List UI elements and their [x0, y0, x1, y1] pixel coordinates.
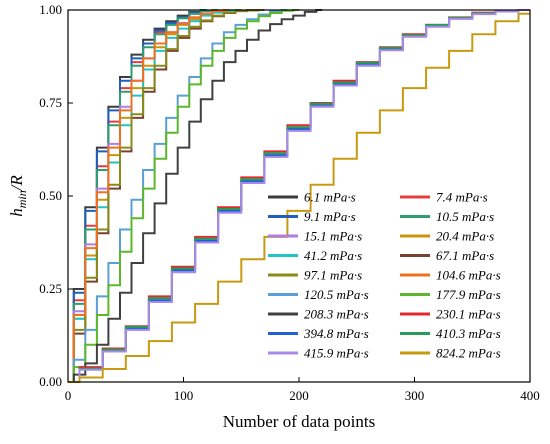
- series-line-11: [68, 9, 299, 383]
- y-tick-label-1: 0.25: [39, 281, 62, 296]
- series-line-10: [68, 9, 288, 383]
- series-line-8: [68, 9, 265, 383]
- legend-label-16: 415.9 mPa·s: [304, 346, 369, 361]
- legend-label-3: 10.5 mPa·s: [436, 209, 494, 224]
- x-tick-label-3: 300: [405, 388, 425, 403]
- x-tick-label-1: 100: [174, 388, 194, 403]
- legend-label-0: 6.1 mPa·s: [304, 190, 356, 205]
- x-axis-label: Number of data points: [223, 412, 376, 431]
- legend-label-11: 177.9 mPa·s: [436, 287, 501, 302]
- y-tick-label-4: 1.00: [39, 2, 62, 17]
- legend-label-14: 394.8 mPa·s: [303, 326, 369, 341]
- legend-label-15: 410.3 mPa·s: [436, 326, 501, 341]
- series-line-16: [68, 9, 530, 383]
- legend-label-10: 120.5 mPa·s: [304, 287, 369, 302]
- x-tick-label-2: 200: [289, 388, 309, 403]
- y-tick-label-0: 0.00: [39, 374, 62, 389]
- legend-label-5: 20.4 mPa·s: [436, 229, 494, 244]
- series-line-12: [68, 9, 323, 383]
- legend-label-13: 230.1 mPa·s: [436, 307, 501, 322]
- y-tick-label-2: 0.50: [39, 188, 62, 203]
- legend-label-17: 824.2 mPa·s: [436, 346, 501, 361]
- series-line-9: [68, 9, 230, 383]
- legend-label-12: 208.3 mPa·s: [304, 307, 369, 322]
- y-axis-label-main: h: [7, 208, 26, 217]
- ticks-layer: 0 100 200 300 400 0.00 0.25 0.50 0.75 1.00: [39, 2, 540, 403]
- legend-label-2: 9.1 mPa·s: [304, 209, 356, 224]
- series-line-0: [68, 9, 207, 383]
- legend-label-6: 41.2 mPa·s: [304, 248, 362, 263]
- series-layer: [68, 9, 530, 383]
- y-axis-label-sub: min: [15, 190, 29, 208]
- x-tick-label-4: 400: [520, 388, 540, 403]
- legend-label-9: 104.6 mPa·s: [436, 268, 501, 283]
- x-tick-label-0: 0: [65, 388, 72, 403]
- legend: 6.1 mPa·s 7.4 mPa·s 9.1 mPa·s 10.5 mPa·s 15.…: [268, 190, 501, 361]
- y-tick-label-3: 0.75: [39, 95, 62, 110]
- y-axis-label: hmin/R: [7, 175, 29, 217]
- legend-label-1: 7.4 mPa·s: [436, 190, 488, 205]
- y-axis-label-tail: /R: [7, 175, 26, 192]
- legend-label-7: 67.1 mPa·s: [436, 248, 494, 263]
- series-line-17: [68, 12, 530, 383]
- legend-label-4: 15.1 mPa·s: [304, 229, 362, 244]
- series-line-3: [68, 9, 219, 383]
- legend-label-8: 97.1 mPa·s: [304, 268, 362, 283]
